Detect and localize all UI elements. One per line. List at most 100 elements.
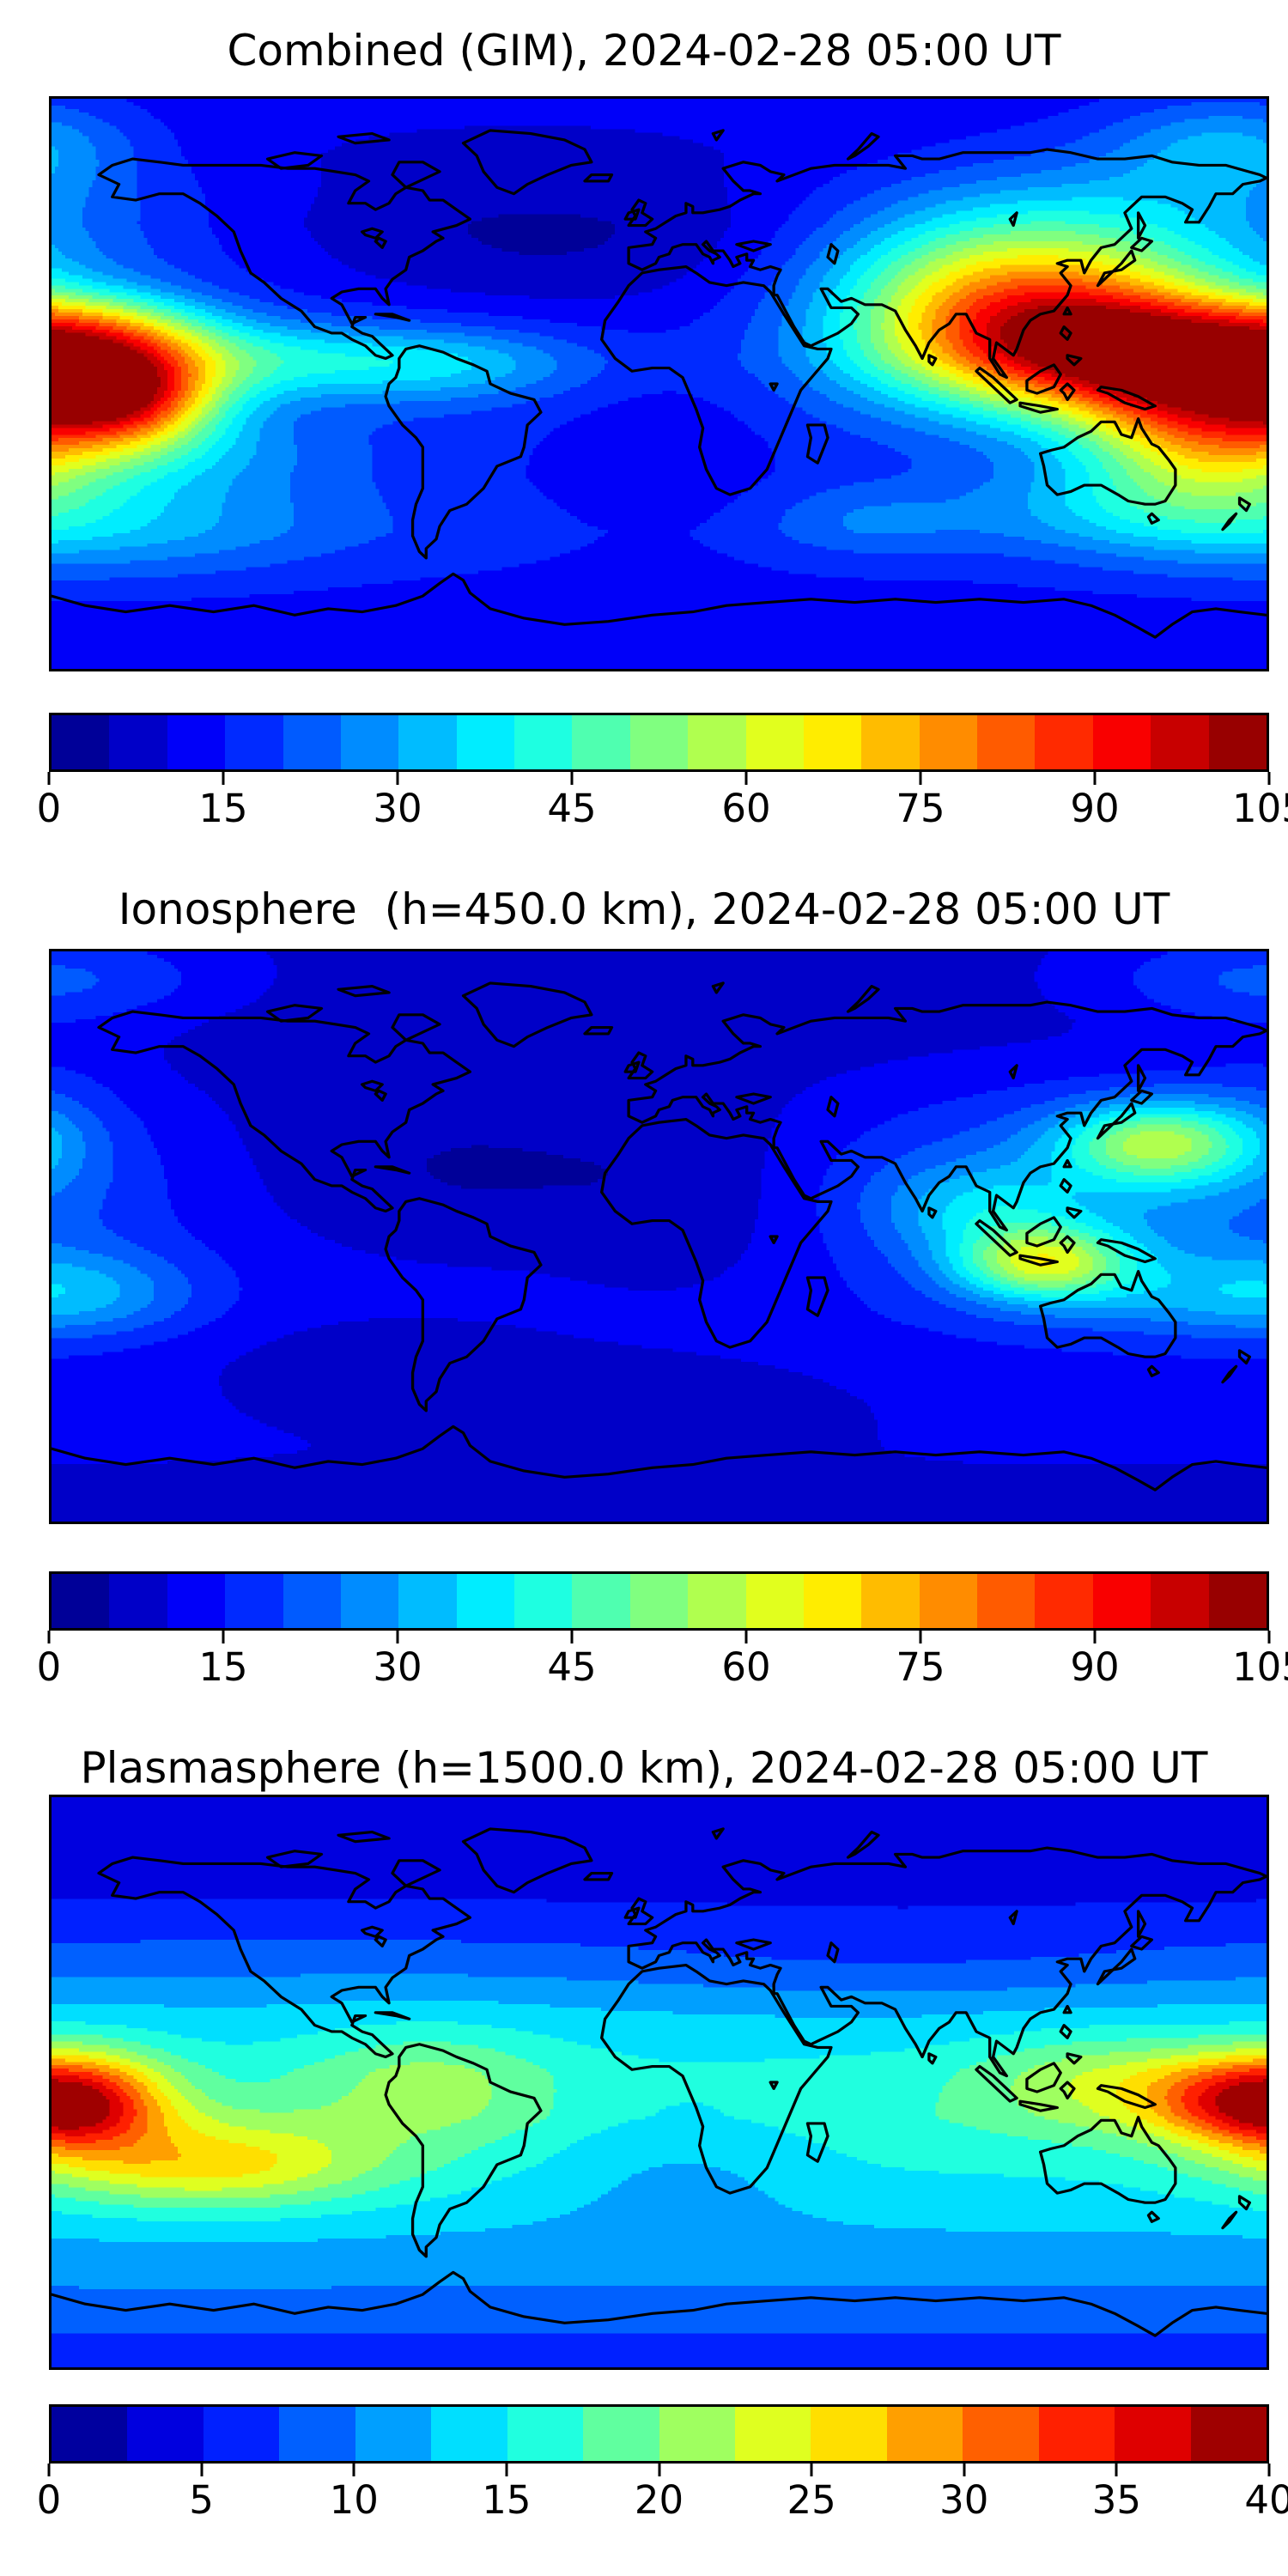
colorbar-segment [1190, 2407, 1267, 2461]
colorbar-segment [225, 715, 283, 769]
colorbar-tick-label: 40 [1244, 2477, 1288, 2523]
colorbar-segment [861, 715, 920, 769]
colorbar-tick-label: 25 [787, 2477, 836, 2523]
colorbar-segment [1151, 1574, 1209, 1628]
colorbar-segment [811, 2407, 887, 2461]
colorbar-tick-label: 20 [634, 2477, 684, 2523]
colorbar-segment [659, 2407, 735, 2461]
colorbar-segment [398, 715, 457, 769]
colorbar-segment [919, 1574, 977, 1628]
colorbar-tick-label: 0 [36, 2477, 62, 2523]
colorbar-plasmasphere [49, 2404, 1269, 2464]
colorbar-segment [1151, 715, 1209, 769]
colorbar-tick-mark [744, 772, 748, 785]
colorbar-segment [886, 2407, 963, 2461]
colorbar-segment [1208, 1574, 1267, 1628]
world-coastline-overlay [52, 981, 1267, 1492]
colorbar-segment [355, 2407, 432, 2461]
colorbar-tick-label: 45 [547, 1644, 597, 1690]
colorbar-segment [52, 1574, 110, 1628]
map-title-plasmasphere: Plasmasphere (h=1500.0 km), 2024-02-28 0… [80, 1743, 1208, 1793]
colorbar-tick-mark [658, 2464, 660, 2476]
colorbar-segment [127, 2407, 204, 2461]
colorbar-tick-label: 15 [198, 786, 248, 831]
colorbar-segment [1035, 1574, 1093, 1628]
colorbar-segment [456, 1574, 514, 1628]
colorbar-tick-label: 15 [482, 2477, 532, 2523]
map-title-ionosphere: Ionosphere (h=450.0 km), 2024-02-28 05:0… [118, 884, 1170, 934]
colorbar-segment [279, 2407, 355, 2461]
colorbar-tick-mark [1115, 2464, 1118, 2476]
colorbar-segment [203, 2407, 280, 2461]
colorbar-segment [688, 1574, 746, 1628]
colorbar-segment [1038, 2407, 1115, 2461]
colorbar-segment [745, 1574, 804, 1628]
panel-plasmasphere: Plasmasphere (h=1500.0 km), 2024-02-28 0… [0, 1717, 1288, 2576]
colorbar-segment [167, 715, 226, 769]
colorbar-segment [340, 715, 399, 769]
colorbar-tick-mark [1267, 2464, 1271, 2476]
colorbar-combined [49, 713, 1269, 772]
world-coastline-overlay [52, 1827, 1267, 2337]
colorbar-segment [803, 715, 862, 769]
world-coastline-overlay [52, 129, 1267, 639]
colorbar-segment [977, 715, 1036, 769]
colorbar-tick-mark [1093, 1631, 1097, 1643]
colorbar-segment [629, 1574, 689, 1628]
colorbar-segment [745, 715, 804, 769]
colorbar-tick-label: 90 [1070, 1644, 1120, 1690]
tec-field-canvas-ionosphere [52, 951, 1267, 1522]
colorbar-tick-label: 30 [939, 2477, 989, 2523]
colorbar-tick-label: 30 [373, 786, 422, 831]
colorbar-segment [861, 1574, 920, 1628]
colorbar-segment [52, 715, 110, 769]
colorbar-tick-label: 5 [189, 2477, 214, 2523]
colorbar-tick-mark [222, 772, 225, 785]
map-plasmasphere [49, 1795, 1269, 2370]
colorbar-segment [803, 1574, 862, 1628]
colorbar-tick-label: 0 [36, 786, 62, 831]
tec-field-canvas-plasmasphere [52, 1797, 1267, 2367]
colorbar-segment [456, 715, 514, 769]
colorbar-tick-mark [47, 2464, 51, 2476]
colorbar-tick-mark [1267, 1631, 1271, 1643]
colorbar-tick-label: 15 [198, 1644, 248, 1690]
colorbar-segment [514, 1574, 573, 1628]
colorbar-segment [1035, 715, 1093, 769]
colorbar-segment [52, 2407, 128, 2461]
colorbar-tick-mark [1267, 772, 1271, 785]
colorbar-tick-label: 60 [721, 1644, 771, 1690]
colorbar-tick-mark [570, 1631, 574, 1643]
colorbar-tick-mark [963, 2464, 966, 2476]
colorbar-segment [629, 715, 689, 769]
colorbar-segment [507, 2407, 584, 2461]
colorbar-tick-mark [810, 2464, 813, 2476]
colorbar-ticks-combined: 0 15 30 45 60 75 90 105 [37, 772, 1288, 854]
colorbar-segment [977, 1574, 1036, 1628]
colorbar-tick-mark [352, 2464, 355, 2476]
colorbar-segment [431, 2407, 507, 2461]
map-title-combined: Combined (GIM), 2024-02-28 05:00 UT [227, 26, 1061, 76]
panel-ionosphere: Ionosphere (h=450.0 km), 2024-02-28 05:0… [0, 859, 1288, 1717]
colorbar-ticks-plasmasphere: 0 5 10 15 20 25 30 35 40 [37, 2464, 1288, 2545]
colorbar-tick-mark [744, 1631, 748, 1643]
colorbar-tick-label: 45 [547, 786, 597, 831]
colorbar-tick-label: 0 [36, 1644, 62, 1690]
tec-field-canvas-combined [52, 99, 1267, 669]
colorbar-tick-label: 75 [896, 1644, 945, 1690]
colorbar-tick-mark [919, 772, 922, 785]
colorbar-tick-mark [396, 1631, 399, 1643]
colorbar-segment [340, 1574, 399, 1628]
colorbar-segment [398, 1574, 457, 1628]
colorbar-segment [1115, 2407, 1191, 2461]
colorbar-tick-mark [200, 2464, 204, 2476]
colorbar-tick-mark [47, 1631, 51, 1643]
colorbar-tick-label: 35 [1091, 2477, 1142, 2523]
colorbar-ticks-ionosphere: 0 15 30 45 60 75 90 105 [37, 1631, 1288, 1712]
colorbar-segment [109, 1574, 167, 1628]
colorbar-tick-label: 60 [721, 786, 771, 831]
colorbar-tick-mark [222, 1631, 225, 1643]
colorbar-tick-label: 30 [373, 1644, 422, 1690]
colorbar-tick-mark [47, 772, 51, 785]
colorbar-segment [514, 715, 573, 769]
